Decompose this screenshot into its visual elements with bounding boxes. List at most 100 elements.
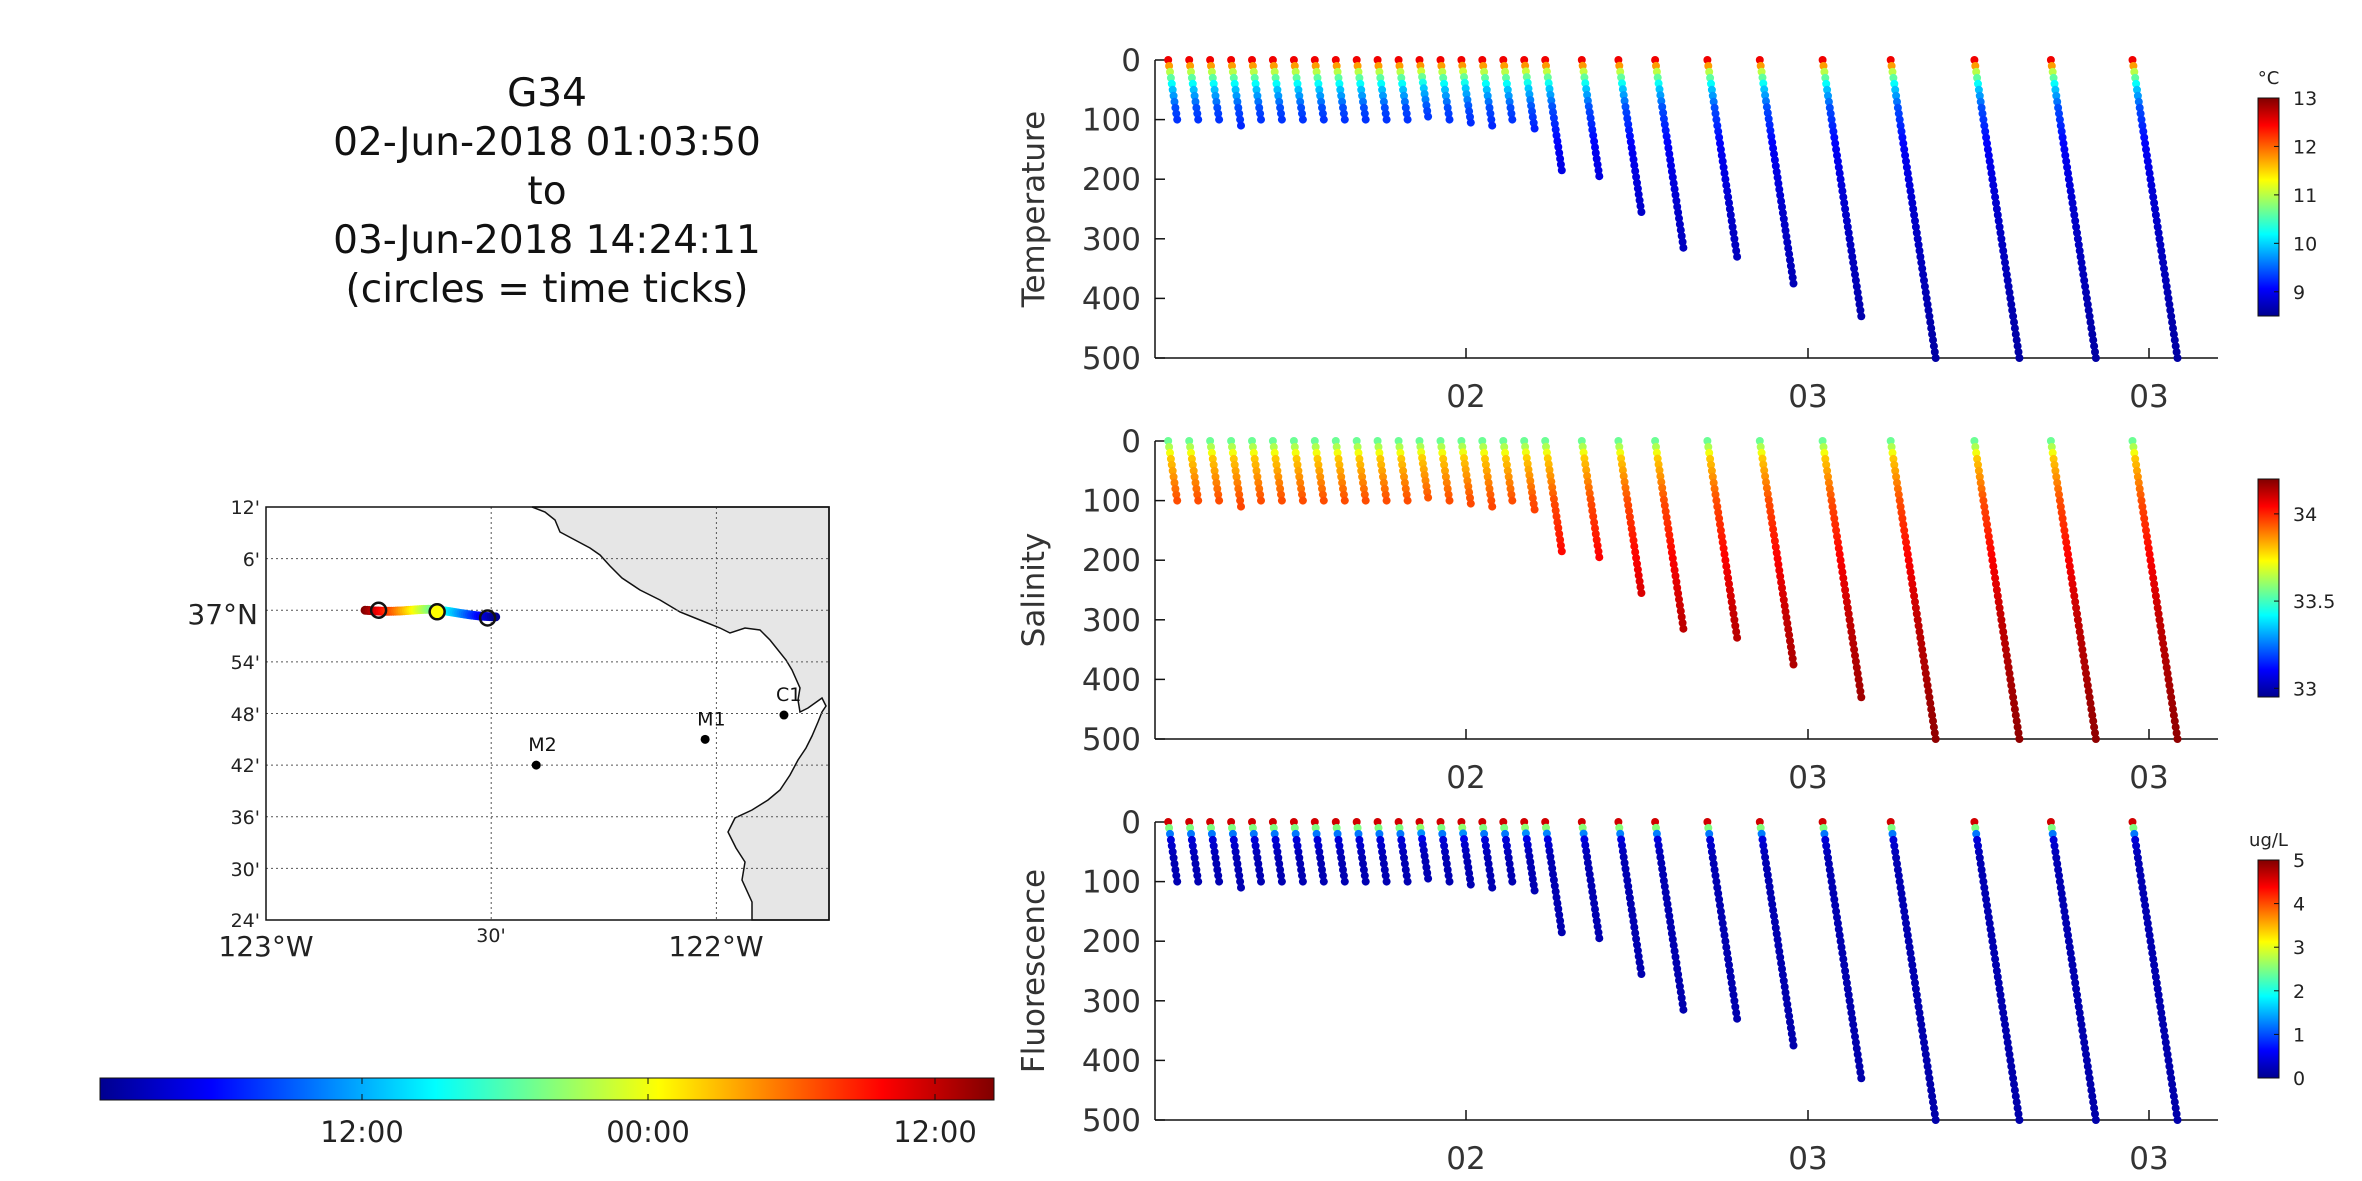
profile-sample — [1358, 853, 1367, 862]
profile-sample — [1851, 651, 1859, 660]
profile-sample — [1851, 1032, 1859, 1041]
profile-sample — [1900, 907, 1909, 916]
profile-sample — [1298, 490, 1306, 499]
profile-sample — [1909, 586, 1918, 594]
map-frame — [265, 506, 830, 921]
profile-sample — [1275, 859, 1284, 868]
profile-sample — [1379, 91, 1387, 100]
profile-sample — [1298, 109, 1306, 118]
profile-sample — [1620, 858, 1629, 867]
profile-sample — [1315, 466, 1324, 475]
profile-sample — [1904, 937, 1913, 946]
profile-sample — [1786, 1018, 1794, 1026]
profile-sample — [1171, 103, 1180, 112]
map-lat-tick: 48' — [231, 704, 260, 726]
profile-sample — [2151, 973, 2160, 981]
profile-sample — [1770, 150, 1778, 159]
profile-sample — [1705, 829, 1714, 838]
profile-sample — [1190, 853, 1199, 862]
profile-sample — [1821, 835, 1830, 844]
profile-sample — [2012, 1098, 2021, 1107]
profile-sample — [1711, 871, 1720, 880]
profile-sample — [1766, 507, 1775, 516]
profile-sample — [1724, 955, 1733, 964]
profile-sample — [1981, 127, 1990, 136]
profile-sample — [1360, 109, 1369, 118]
profile-sample — [1443, 865, 1452, 874]
profile-sample — [1333, 67, 1342, 76]
profile-sample — [1896, 883, 1905, 892]
profile-sample — [1186, 62, 1195, 70]
profile-sample — [2151, 205, 2159, 213]
x-tick-label: 03 — [2129, 379, 2168, 415]
profile-sample — [1236, 496, 1245, 505]
profile-sample — [2163, 1050, 2172, 1059]
profile-sample — [1397, 835, 1406, 844]
x-tick-label: 03 — [1788, 379, 1827, 415]
profile-sample — [1704, 824, 1713, 832]
y-tick-label: 200 — [1082, 924, 1141, 960]
profile-sample — [2164, 1056, 2173, 1065]
profile-sample — [1703, 437, 1712, 445]
profile-sample — [1664, 525, 1673, 533]
profile-sample — [2047, 443, 2056, 451]
profile-sample — [1723, 187, 1732, 196]
profile-sample — [1992, 199, 2000, 207]
profile-sample — [1856, 306, 1865, 315]
profile-sample — [2158, 252, 2167, 261]
profile-cast — [2046, 56, 2100, 362]
profile-sample — [1249, 67, 1258, 76]
profile-sample — [2148, 949, 2157, 958]
profile-sample — [1194, 877, 1203, 886]
profile-sample — [1335, 460, 1344, 469]
profile-sample — [1187, 454, 1196, 463]
profile-sample — [1187, 448, 1195, 457]
profile-sample — [1998, 621, 2007, 630]
profile-sample — [1502, 460, 1511, 469]
profile-sample — [2003, 657, 2012, 666]
profile-sample — [1886, 818, 1895, 826]
profile-sample — [1166, 67, 1174, 76]
profile-sample — [1999, 246, 2008, 255]
profile-cast — [2128, 818, 2182, 1124]
profile-sample — [1854, 1056, 1863, 1065]
profile-sample — [2087, 324, 2096, 333]
profile-sample — [1906, 949, 1915, 958]
profile-sample — [1978, 109, 1987, 118]
profile-sample — [1293, 841, 1302, 850]
profile-sample — [1618, 466, 1627, 475]
profile-sample — [1228, 824, 1236, 832]
profile-sample — [2076, 1014, 2085, 1023]
profile-sample — [1835, 931, 1844, 940]
profile-sample — [1857, 693, 1866, 702]
profile-sample — [1289, 818, 1298, 826]
profile-sample — [1842, 216, 1851, 225]
profile-sample — [1381, 871, 1390, 880]
profile-sample — [1356, 460, 1365, 469]
y-tick-label: 400 — [1082, 1043, 1141, 1079]
profile-sample — [1903, 550, 1912, 559]
profile-sample — [1770, 912, 1778, 921]
profile-sample — [1709, 859, 1718, 868]
profile-sample — [2142, 526, 2150, 535]
profile-sample — [1975, 853, 1984, 862]
profile-sample — [2000, 633, 2009, 642]
y-tick-label: 500 — [1082, 341, 1141, 377]
profile-sample — [1733, 633, 1742, 642]
profile-sample — [1355, 454, 1364, 463]
profile-sample — [2013, 342, 2022, 351]
profile-sample — [1499, 818, 1508, 826]
profile-sample — [1976, 478, 1985, 487]
profile-sample — [2013, 1104, 2022, 1113]
profile-sample — [1712, 115, 1721, 124]
profile-cast — [1206, 818, 1224, 886]
profile-cast — [1289, 818, 1307, 886]
profile-sample — [2008, 1068, 2017, 1077]
profile-sample — [1672, 577, 1681, 586]
profile-sample — [1917, 1020, 1926, 1029]
profile-sample — [1727, 216, 1736, 225]
profile-sample — [1485, 865, 1494, 874]
profile-sample — [2048, 67, 2057, 76]
profile-sample — [1783, 238, 1792, 247]
